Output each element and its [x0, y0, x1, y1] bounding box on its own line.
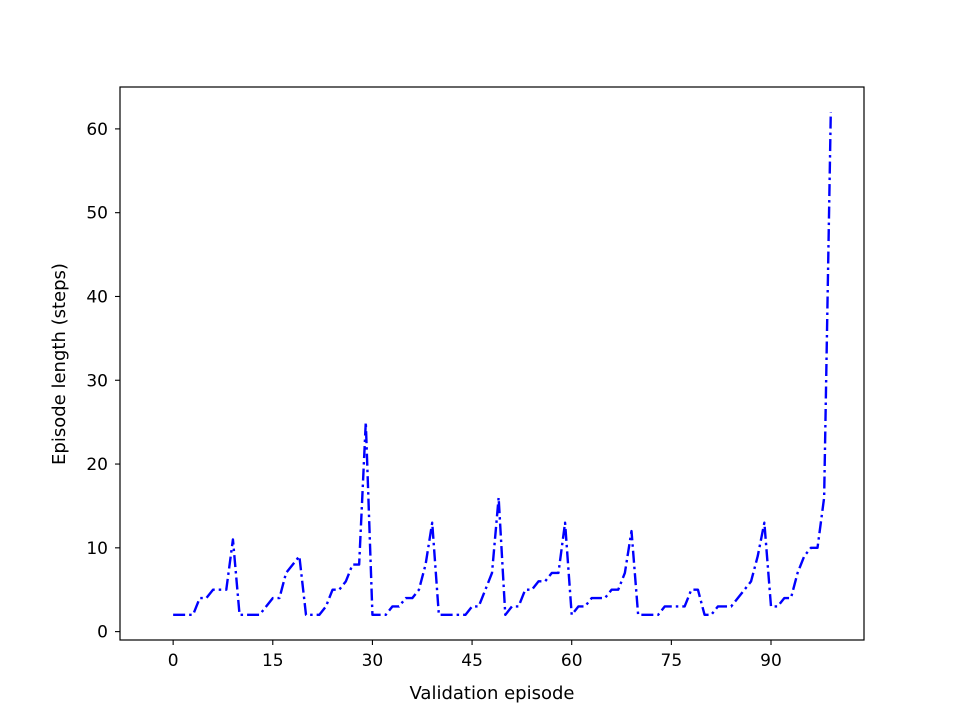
y-axis-ticks: 0 10 20 30 40 50 60 — [86, 120, 120, 643]
y-tick-label: 30 — [86, 371, 108, 391]
x-tick-label: 30 — [362, 651, 384, 671]
y-tick-label: 10 — [86, 539, 108, 559]
x-tick-label: 75 — [661, 651, 683, 671]
x-axis-label: Validation episode — [410, 683, 575, 704]
y-axis-label: Episode length (steps) — [49, 263, 70, 465]
series-layer — [173, 112, 832, 617]
y-tick-label: 40 — [86, 287, 108, 307]
x-tick-label: 60 — [561, 651, 583, 671]
series-line-0 — [173, 112, 832, 617]
plot-area — [120, 87, 864, 640]
y-tick-label: 0 — [97, 623, 108, 643]
y-tick-label: 60 — [86, 120, 108, 140]
y-tick-label: 20 — [86, 455, 108, 475]
y-tick-label: 50 — [86, 204, 108, 224]
x-axis-ticks: 0 15 30 45 60 75 90 — [168, 640, 782, 671]
x-tick-label: 15 — [262, 651, 284, 671]
x-tick-label: 45 — [461, 651, 483, 671]
plot-frame — [119, 86, 865, 641]
x-tick-label: 0 — [168, 651, 179, 671]
x-tick-label: 90 — [760, 651, 782, 671]
